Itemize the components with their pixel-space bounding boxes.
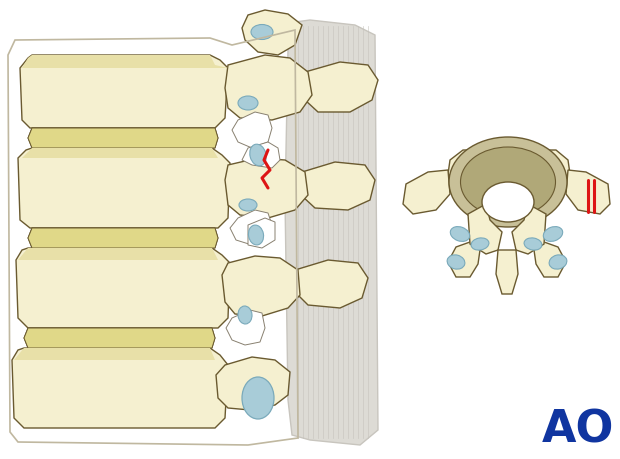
Polygon shape bbox=[403, 170, 450, 214]
Polygon shape bbox=[225, 55, 312, 120]
Ellipse shape bbox=[239, 199, 257, 211]
Polygon shape bbox=[24, 328, 215, 348]
Ellipse shape bbox=[238, 96, 258, 110]
Ellipse shape bbox=[251, 24, 273, 39]
Polygon shape bbox=[22, 55, 228, 68]
Polygon shape bbox=[512, 204, 546, 254]
Ellipse shape bbox=[482, 182, 534, 222]
Polygon shape bbox=[305, 62, 378, 112]
Polygon shape bbox=[496, 250, 518, 294]
Polygon shape bbox=[226, 310, 265, 345]
Polygon shape bbox=[302, 162, 375, 210]
Ellipse shape bbox=[461, 147, 556, 217]
Ellipse shape bbox=[450, 227, 470, 241]
Polygon shape bbox=[16, 248, 230, 328]
Polygon shape bbox=[448, 242, 480, 277]
Ellipse shape bbox=[549, 255, 567, 269]
Polygon shape bbox=[248, 218, 275, 248]
Ellipse shape bbox=[447, 255, 465, 269]
Ellipse shape bbox=[524, 238, 542, 250]
Polygon shape bbox=[222, 256, 300, 316]
Polygon shape bbox=[534, 242, 566, 277]
Polygon shape bbox=[468, 204, 502, 254]
Ellipse shape bbox=[238, 306, 252, 324]
Polygon shape bbox=[28, 228, 218, 248]
Polygon shape bbox=[28, 128, 218, 148]
Polygon shape bbox=[295, 260, 368, 308]
Polygon shape bbox=[285, 20, 378, 445]
Polygon shape bbox=[14, 348, 215, 360]
Ellipse shape bbox=[543, 227, 563, 241]
Polygon shape bbox=[18, 148, 230, 228]
Polygon shape bbox=[24, 328, 215, 348]
Ellipse shape bbox=[249, 225, 264, 245]
Polygon shape bbox=[242, 10, 302, 55]
Polygon shape bbox=[526, 150, 570, 184]
Polygon shape bbox=[28, 128, 218, 148]
Ellipse shape bbox=[471, 238, 489, 250]
Polygon shape bbox=[566, 170, 610, 214]
Polygon shape bbox=[225, 158, 308, 218]
Ellipse shape bbox=[250, 144, 266, 166]
Polygon shape bbox=[232, 112, 272, 148]
Polygon shape bbox=[448, 150, 490, 184]
Polygon shape bbox=[28, 228, 218, 248]
Ellipse shape bbox=[449, 137, 567, 227]
Polygon shape bbox=[18, 248, 218, 260]
Polygon shape bbox=[242, 142, 280, 168]
Polygon shape bbox=[22, 148, 218, 158]
Polygon shape bbox=[20, 55, 228, 128]
Polygon shape bbox=[12, 348, 228, 428]
Ellipse shape bbox=[242, 377, 274, 419]
Text: AO: AO bbox=[542, 409, 614, 452]
Polygon shape bbox=[216, 357, 290, 410]
Polygon shape bbox=[230, 210, 272, 245]
